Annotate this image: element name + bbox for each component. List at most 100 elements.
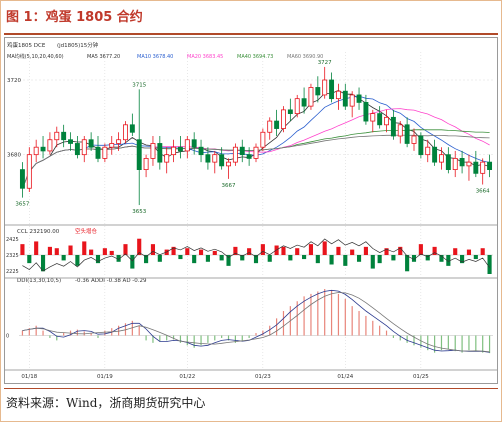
candle-body (95, 146, 101, 159)
vol-bar (137, 238, 142, 255)
ddi-bar (385, 330, 388, 336)
candle-body (356, 94, 362, 103)
vol-bar (219, 255, 224, 261)
candle-body (473, 161, 479, 174)
vol-bar (95, 255, 101, 264)
candle-body (123, 124, 128, 141)
ddi-bar (427, 335, 429, 351)
candle-body (253, 146, 259, 159)
ddi-bar (193, 335, 195, 348)
candle-body (322, 79, 328, 96)
ddi-bar (214, 335, 216, 341)
vol-bar (466, 249, 472, 255)
vol-bar (253, 255, 259, 264)
vol-bar (34, 241, 39, 255)
vol-bar (47, 246, 52, 255)
candle-body (377, 113, 383, 126)
vol-bar (411, 255, 417, 262)
candle-body (61, 131, 67, 141)
vol-bar (363, 246, 368, 255)
ddi-bar (35, 325, 37, 336)
candle-body (390, 116, 396, 137)
ddi-panel-label: DDI(13,30,10,5) (17, 278, 61, 284)
candle-body (40, 146, 46, 152)
ddi-bar (56, 335, 58, 341)
price-annotation: 3727 (318, 60, 332, 66)
candle-body (287, 109, 293, 115)
candle-body (384, 116, 389, 126)
candle-body (349, 94, 355, 107)
ddi-bar (118, 325, 120, 336)
ma-legend-entry: MA均线(5,10,20,40,60) (7, 53, 64, 60)
candle-body (191, 139, 197, 148)
x-tick-label: 01/22 (179, 374, 195, 380)
candle-body (102, 146, 108, 159)
candle-body (411, 135, 417, 144)
vol-bar (487, 255, 492, 274)
candle-body (404, 124, 410, 144)
vol-bar (446, 255, 451, 266)
vol-bar (109, 250, 114, 255)
candle-body (198, 146, 204, 156)
ddi-bar (372, 320, 374, 336)
vol-bar (288, 255, 293, 261)
ddi-bar (351, 306, 353, 336)
ddi-bar (365, 315, 367, 336)
ddi-bar (97, 335, 99, 338)
candle-body (19, 169, 25, 189)
ddi-bar (104, 330, 106, 336)
candle-body (466, 161, 472, 167)
ddi-bar (399, 335, 401, 341)
addi-line (22, 289, 490, 353)
ddi-bar (207, 335, 209, 343)
ddi-bar (63, 333, 65, 336)
ddi-bar (488, 335, 491, 354)
vol-bar (308, 244, 314, 255)
vol-bar (198, 249, 204, 255)
candle-body (157, 143, 163, 163)
ddi-bar (358, 311, 360, 336)
ddi-bar (248, 335, 250, 338)
ma-legend-entry: MA5 3677.20 (87, 54, 120, 60)
vol-bar (260, 244, 265, 255)
candle-body (246, 154, 252, 159)
vol-bar (336, 246, 341, 255)
price-annotation: 3653 (132, 209, 146, 215)
vol-bar (343, 255, 348, 266)
ddi-bar (262, 330, 264, 336)
candle-body (26, 154, 32, 189)
chart-container: 鸡蛋1805 DCE (jd1805)15分钟 CCL 232190.00 空头… (4, 37, 498, 384)
ddi-bar (145, 335, 147, 341)
candle-body (281, 109, 286, 129)
ddi-bar (406, 335, 408, 343)
ddi-panel-values: -0.36 ADDI -0.38 AD -0.29 (75, 278, 147, 284)
vol-bar (20, 244, 25, 255)
price-annotation: 3664 (476, 189, 490, 195)
x-tick-label: 01/19 (97, 374, 113, 380)
vol-bar (384, 248, 389, 255)
vol-bar (116, 255, 121, 262)
candle-body (267, 120, 273, 133)
x-tick-label: 01/24 (337, 374, 353, 380)
ddi-bar (186, 335, 188, 346)
ad-line (22, 292, 490, 353)
candle-body (136, 139, 142, 170)
vol-bar (473, 255, 478, 260)
vol-bar (164, 249, 169, 255)
vol-bar (453, 248, 458, 255)
ddi-bar (124, 323, 127, 336)
instrument-label: 鸡蛋1805 DCE (7, 41, 46, 49)
candle-body (308, 87, 314, 107)
ddi-bar (344, 298, 346, 336)
candle-body (88, 139, 94, 148)
candle-body (370, 113, 376, 122)
x-tick-label: 01/23 (255, 374, 271, 380)
ddi-bar (475, 335, 477, 352)
ddi-bar (21, 330, 24, 336)
candle-body (459, 158, 465, 167)
ddi-bar (234, 335, 236, 343)
vol-bar (68, 245, 73, 255)
vol-bar (329, 255, 334, 265)
ma-legend-entry: MA20 3683.45 (187, 54, 223, 60)
candle-body (239, 146, 245, 156)
